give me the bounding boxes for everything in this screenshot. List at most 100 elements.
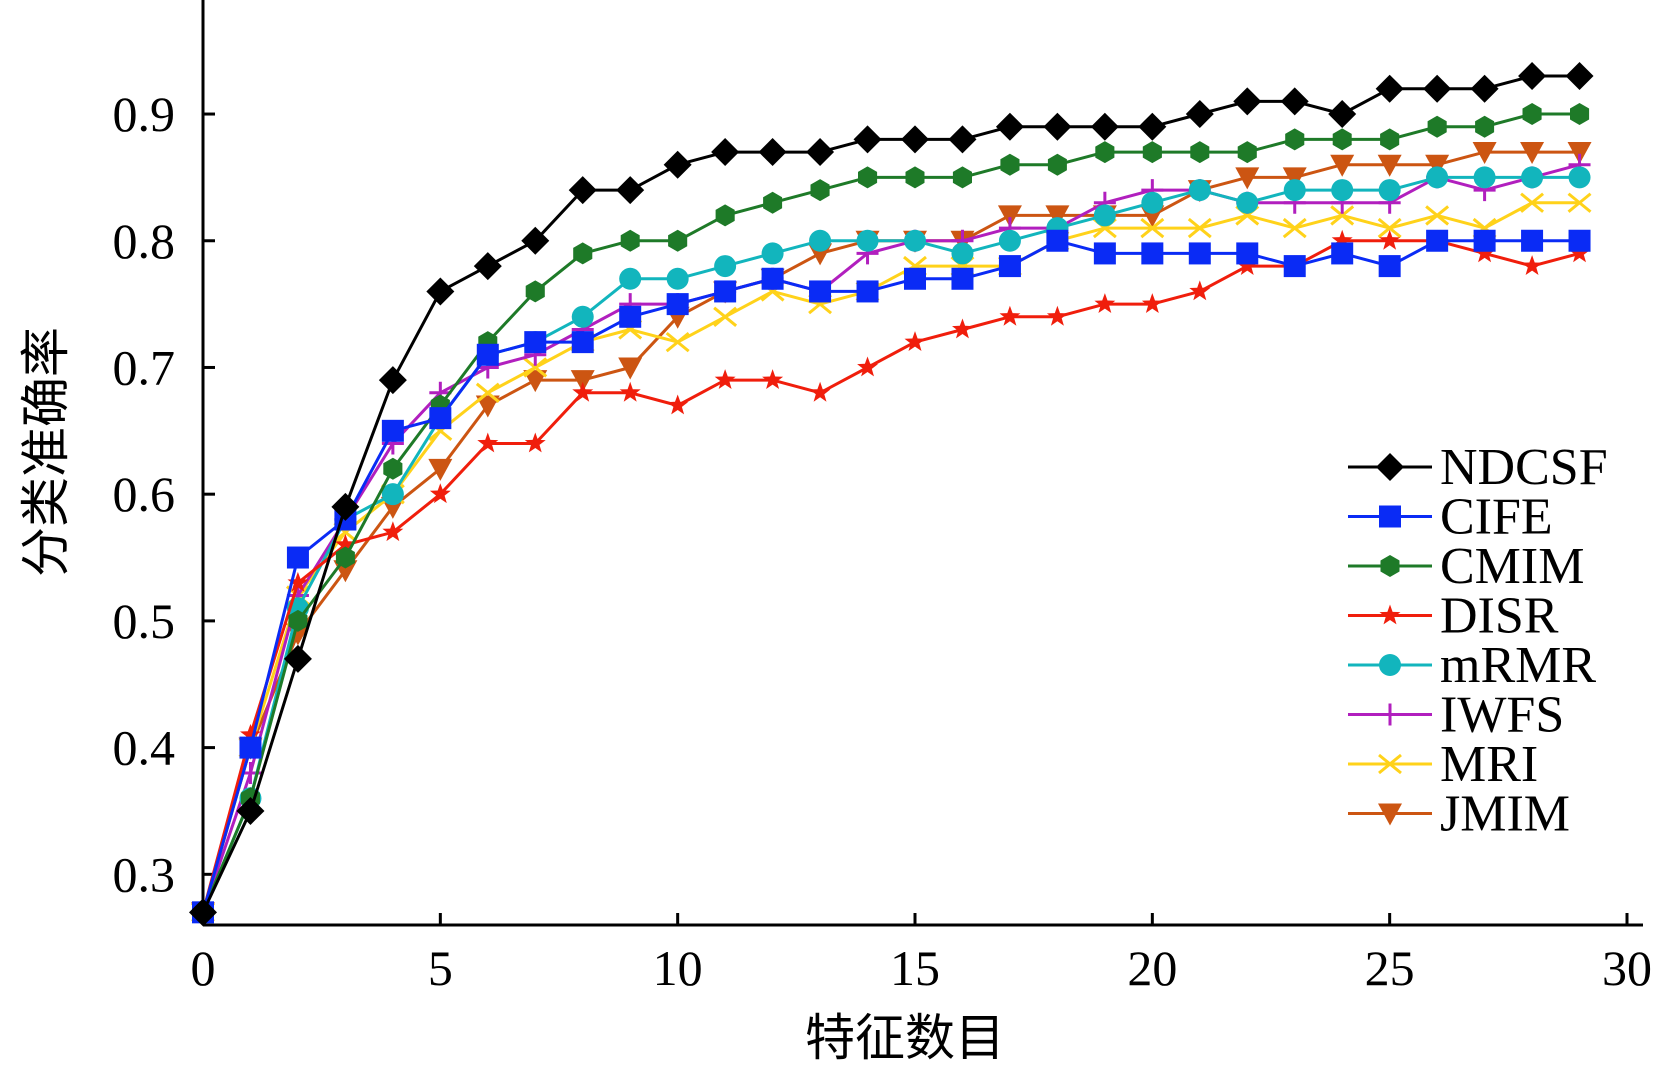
data-point [331,492,360,521]
legend-item-disr: DISR [1348,588,1559,645]
data-point [236,796,265,825]
y-tick-label: 0.7 [113,339,176,395]
data-point [1282,167,1307,190]
data-point [1521,166,1544,189]
data-point [1473,229,1496,252]
data-point [1236,255,1258,275]
data-point [571,331,594,354]
data-point [1095,141,1115,164]
data-point [1565,62,1594,91]
data-point [665,331,690,353]
data-point [381,483,404,506]
data-point [952,166,972,189]
series-layer [189,62,1594,927]
legend-marker [1379,703,1401,726]
data-point [1046,229,1069,252]
data-point [1188,242,1211,265]
data-point [429,483,451,504]
data-point [1090,112,1119,141]
data-point [1046,305,1068,326]
data-point [667,394,689,415]
data-point [1423,74,1452,103]
y-axis-title: 分类准确率 [17,327,75,577]
data-point [1473,166,1496,189]
data-point [809,229,832,252]
legend-marker [1379,654,1401,676]
legend-marker [1379,505,1401,528]
y-tick-label: 0.8 [113,213,176,269]
data-point [287,571,309,592]
data-point [573,242,593,265]
data-point [762,369,784,389]
y-tick-label: 0.5 [113,593,176,649]
data-point [713,306,738,327]
data-point [1521,255,1543,275]
data-point [999,305,1021,326]
data-point [335,546,355,569]
x-tick-label: 15 [890,940,940,996]
x-tick-label: 25 [1365,940,1415,996]
data-point [952,318,973,339]
data-point [620,229,640,252]
y-tick-label: 0.6 [113,466,176,522]
data-point [761,242,784,265]
data-point [568,176,597,205]
data-point [1378,179,1401,202]
data-point [619,305,642,328]
data-point [1475,115,1495,138]
data-point [1189,280,1211,301]
data-point [901,125,929,154]
data-point [666,267,689,290]
data-point [997,205,1022,228]
data-point [619,267,642,290]
data-point [666,293,689,316]
data-point [1141,293,1163,313]
data-point [663,150,692,179]
data-point [904,229,926,252]
data-point [1568,229,1591,252]
data-point [714,369,736,389]
data-point [1567,142,1592,165]
legend-item-iwfs: IWFS [1348,687,1564,744]
data-point [1570,103,1590,125]
data-point [616,176,645,205]
data-point [1237,141,1257,164]
data-point [1332,128,1352,151]
legend-marker [1378,753,1402,775]
data-point [714,255,737,278]
data-point [1331,229,1353,250]
data-point [1520,192,1545,213]
y-ticks: 0.3 0.4 0.5 0.6 0.7 0.8 0.9 [113,86,215,902]
data-point [1426,229,1449,252]
data-point [189,898,217,927]
data-point [1047,153,1067,176]
data-point [521,226,550,255]
legend-label: CIFE [1440,489,1553,546]
data-point [524,331,547,354]
data-point [1379,229,1401,250]
series-line [201,150,1580,913]
y-tick-label: 0.3 [113,846,176,902]
data-point [1330,154,1355,177]
data-point [668,229,688,252]
data-point [283,644,312,673]
data-point [858,166,878,189]
data-point [905,166,925,189]
legend-label: MRI [1440,736,1538,793]
legend-label: DISR [1440,588,1559,645]
data-point [523,370,548,393]
series-line [201,175,1580,913]
data-point [523,357,548,378]
data-point [1569,242,1590,263]
data-point [1233,87,1262,116]
data-point [426,277,455,306]
data-point [810,179,830,202]
data-point [857,356,878,377]
data-point [904,331,926,351]
data-point [948,125,977,154]
legend-item-jmim: JMIM [1348,786,1570,843]
data-point [1427,115,1447,138]
data-point [856,280,879,303]
data-point [240,723,261,744]
